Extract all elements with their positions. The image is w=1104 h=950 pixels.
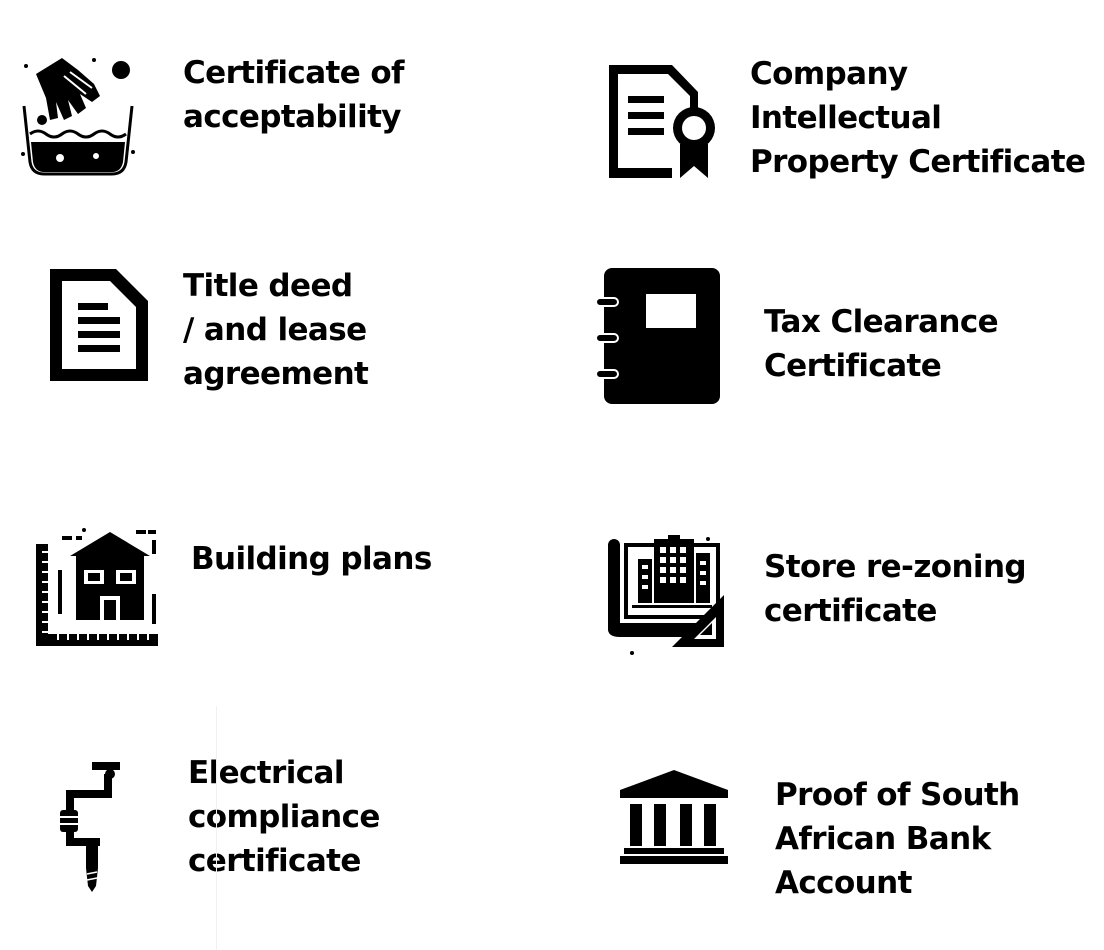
item-label: Certificate of acceptability: [183, 55, 405, 135]
item-label: Company Intellectual Property Certificat…: [750, 56, 1086, 180]
item-label: Building plans: [191, 541, 432, 577]
item-label: Electrical compliance certificate: [188, 755, 380, 879]
item-label: Title deed / and lease agreement: [183, 268, 369, 392]
item-label: Proof of South African Bank Account: [775, 777, 1020, 901]
bank-icon: [618, 768, 730, 866]
hand-washing-icon: [20, 54, 138, 178]
divider: [216, 706, 217, 950]
document-icon: [48, 267, 150, 383]
notebook-icon: [594, 266, 724, 406]
city-blueprint-icon: [604, 533, 728, 657]
item-label: Tax Clearance Certificate: [764, 304, 999, 384]
house-blueprint-icon: [34, 526, 162, 650]
drill-icon: [56, 760, 126, 894]
certificate-ribbon-icon: [606, 62, 718, 182]
item-label: Store re-zoning certificate: [764, 549, 1027, 629]
